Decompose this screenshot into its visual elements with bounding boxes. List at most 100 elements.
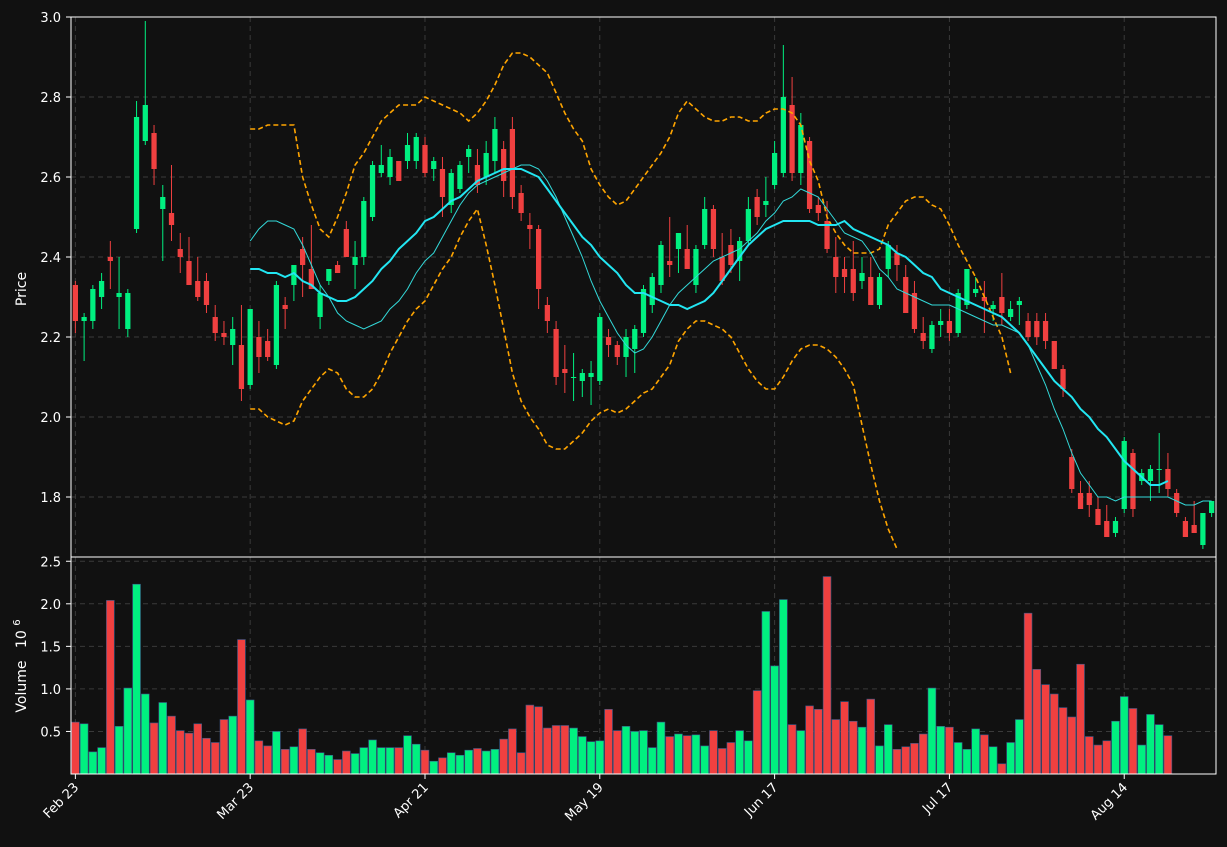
volume-bar	[665, 736, 674, 775]
candle-body	[841, 269, 848, 277]
volume-bar	[71, 721, 80, 775]
volume-bar	[1111, 720, 1120, 775]
volume-bar	[263, 745, 272, 775]
candle-body	[868, 277, 874, 305]
volume-bar	[840, 701, 849, 775]
candle-body	[1209, 501, 1215, 513]
candle-body	[177, 249, 183, 257]
volume-bar	[682, 735, 692, 775]
candle-body	[265, 341, 271, 357]
volume-bar	[752, 690, 762, 775]
candle-body	[1025, 321, 1031, 337]
volume-bar	[79, 723, 89, 775]
candle-body	[527, 225, 533, 229]
volume-tick-label: 0.5	[40, 725, 61, 740]
volume-bar	[254, 740, 264, 775]
price-tick-label: 3.0	[40, 11, 61, 26]
candle-body	[300, 249, 306, 265]
candle-body	[745, 209, 752, 241]
candle-body	[1007, 309, 1014, 317]
candle-body	[981, 297, 987, 301]
price-axis-title: Price	[14, 272, 30, 306]
candle-body	[273, 285, 280, 365]
volume-bar	[385, 747, 395, 775]
volume-bar	[814, 709, 823, 775]
volume-bar	[245, 699, 255, 775]
volume-bar	[237, 639, 246, 775]
candle-body	[291, 265, 297, 285]
candle-body	[72, 285, 78, 321]
volume-bar	[857, 726, 867, 775]
candle-body	[369, 165, 376, 217]
volume-bar	[866, 698, 875, 775]
candle-body	[806, 141, 813, 209]
volume-bar	[569, 727, 578, 775]
candle-body	[605, 337, 612, 345]
candle-body	[562, 369, 568, 373]
price-tick-label: 2.4	[40, 251, 61, 266]
candle-body	[824, 221, 830, 249]
volume-tick-label: 2.5	[40, 555, 61, 570]
volume-bar	[464, 749, 473, 775]
volume-bar	[490, 749, 500, 775]
candle-body	[859, 273, 865, 281]
volume-bar	[499, 738, 508, 775]
candle-body	[230, 329, 236, 345]
volume-bar	[648, 747, 657, 775]
bollinger-lower-line	[250, 207, 898, 550]
volume-bar	[307, 749, 316, 775]
volume-bar	[796, 730, 806, 775]
volume-bar	[849, 720, 858, 775]
candle-body	[1182, 521, 1189, 537]
volume-bar	[1006, 742, 1015, 775]
volume-axis-exponent: 6	[12, 619, 23, 625]
candle-body	[894, 253, 900, 265]
volume-bar	[744, 740, 753, 775]
candle-body	[457, 165, 463, 189]
volume-axis-label: Volume	[14, 661, 30, 713]
price-overlays	[249, 52, 1212, 550]
volume-bar	[971, 728, 980, 775]
candle-body	[1042, 321, 1049, 341]
sma-slow-line	[250, 168, 1169, 486]
volume-axis-title: Volume 10 6	[12, 619, 30, 712]
candle-body	[763, 201, 769, 205]
volume-bar	[1163, 735, 1173, 775]
volume-bar	[1023, 612, 1033, 775]
volume-bar	[149, 722, 159, 775]
candle-body	[1130, 453, 1136, 509]
candle-body	[1095, 509, 1101, 525]
candle-body	[212, 317, 218, 333]
volume-bar	[193, 723, 202, 775]
volume-bar	[446, 752, 456, 775]
candle-body	[640, 289, 647, 333]
volume-bar	[831, 719, 841, 775]
candle-body	[754, 197, 760, 217]
candle-body	[90, 289, 96, 321]
volume-bar	[691, 734, 701, 775]
volume-bar	[1076, 663, 1085, 775]
candle-body	[509, 129, 516, 197]
candle-body	[920, 333, 926, 341]
volume-tick-label: 1.0	[40, 683, 61, 698]
candle-body	[431, 161, 437, 169]
volume-bar	[910, 743, 919, 775]
volume-bar	[280, 749, 290, 775]
volume-bar	[176, 730, 185, 775]
candle-body	[579, 373, 585, 381]
candle-body	[378, 165, 384, 173]
candle-body	[1165, 469, 1171, 489]
volume-bar	[1067, 716, 1077, 775]
volume-bar	[918, 733, 928, 775]
volume-bar	[901, 746, 910, 775]
volume-bar	[560, 725, 570, 775]
candle-body	[466, 149, 472, 157]
volume-bar	[892, 749, 902, 775]
candle-body	[632, 329, 638, 349]
candle-body	[160, 197, 166, 209]
candle-body	[1034, 321, 1040, 337]
candle-body	[885, 245, 891, 269]
volume-bar	[543, 727, 552, 775]
volume-bar	[289, 746, 299, 775]
candle-body	[474, 165, 481, 185]
